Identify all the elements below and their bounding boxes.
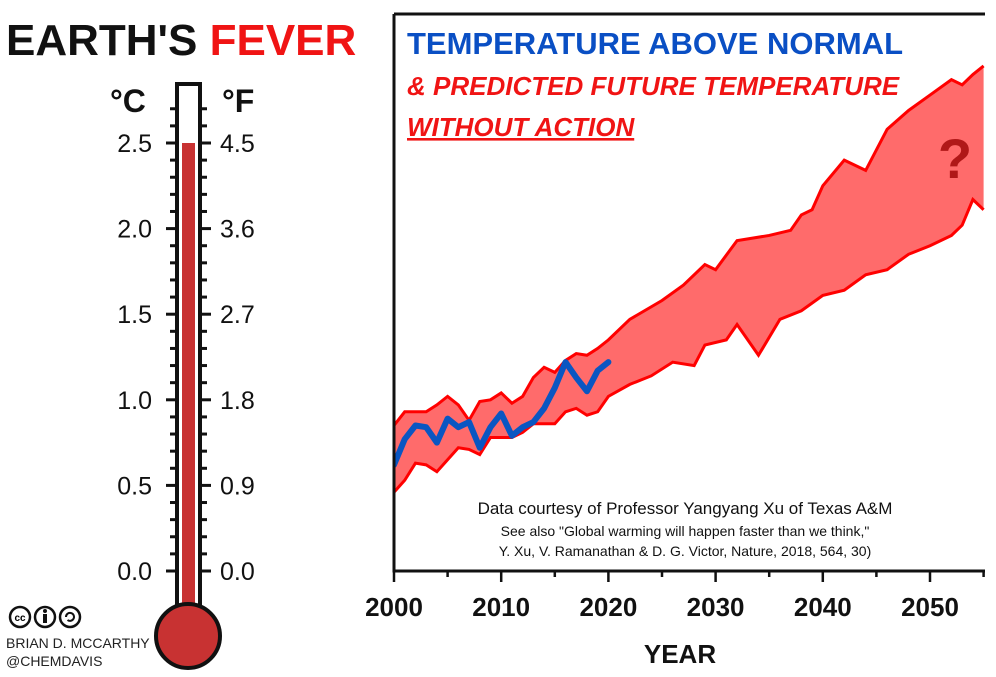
thermometer-bulb — [154, 602, 222, 670]
author-name: BRIAN D. MCCARTHY — [6, 635, 150, 651]
fahrenheit-unit-label: °F — [222, 83, 254, 119]
x-tick-label: 2050 — [901, 592, 959, 622]
fahrenheit-tick-label: 3.6 — [220, 216, 255, 244]
x-tick-label: 2000 — [365, 592, 423, 622]
projection-band — [394, 65, 984, 493]
source-line-1: Data courtesy of Professor Yangyang Xu o… — [478, 499, 893, 518]
projection-upper-edge — [394, 64, 985, 427]
chart-title: TEMPERATURE ABOVE NORMAL — [407, 26, 903, 61]
mercury-column — [182, 143, 195, 610]
x-axis-label: YEAR — [644, 639, 716, 669]
celsius-tick-label: 2.0 — [117, 216, 152, 244]
svg-text:cc: cc — [14, 613, 26, 624]
fahrenheit-tick-label: 0.0 — [220, 558, 255, 586]
fahrenheit-tick-label: 0.9 — [220, 472, 255, 500]
share-alike-icon — [58, 605, 82, 629]
x-tick-label: 2010 — [472, 592, 530, 622]
author-handle: @CHEMDAVIS — [6, 653, 102, 669]
cc-icon: cc — [8, 605, 32, 629]
credit: cc BRIAN D. MCCARTHY @CHEMDAVIS — [6, 605, 150, 669]
chart: TEMPERATURE ABOVE NORMAL & PREDICTED FUT… — [365, 12, 985, 669]
title-part2: FEVER — [210, 16, 357, 65]
source-line-2: See also "Global warming will happen fas… — [501, 523, 870, 539]
celsius-unit-label: °C — [110, 83, 146, 119]
title-part1: EARTH'S — [6, 16, 210, 65]
celsius-tick-label: 2.5 — [117, 130, 152, 158]
attribution-icon — [33, 605, 57, 629]
celsius-tick-label: 1.5 — [117, 301, 152, 329]
fahrenheit-tick-label: 1.8 — [220, 387, 255, 415]
celsius-tick-label: 0.5 — [117, 472, 152, 500]
projection-lower-edge — [394, 196, 985, 494]
x-tick-label: 2030 — [687, 592, 745, 622]
x-tick-label: 2020 — [579, 592, 637, 622]
thermometer: °C °F 0.0 0.5 1.0 1.5 2.0 2.5 0.0 0.9 1.8 2.7 3.6 4… — [110, 82, 255, 670]
chart-subtitle-2: WITHOUT ACTION — [407, 112, 635, 142]
x-tick-label: 2040 — [794, 592, 852, 622]
main-title: EARTH'S FEVER — [6, 16, 356, 65]
fahrenheit-tick-label: 2.7 — [220, 301, 255, 329]
fahrenheit-tick-label: 4.5 — [220, 130, 255, 158]
celsius-tick-label: 1.0 — [117, 387, 152, 415]
question-mark-annotation: ? — [938, 127, 972, 190]
source-line-3: Y. Xu, V. Ramanathan & D. G. Victor, Nat… — [499, 543, 872, 559]
chart-subtitle-1: & PREDICTED FUTURE TEMPERATURE — [407, 71, 900, 101]
celsius-tick-label: 0.0 — [117, 558, 152, 586]
